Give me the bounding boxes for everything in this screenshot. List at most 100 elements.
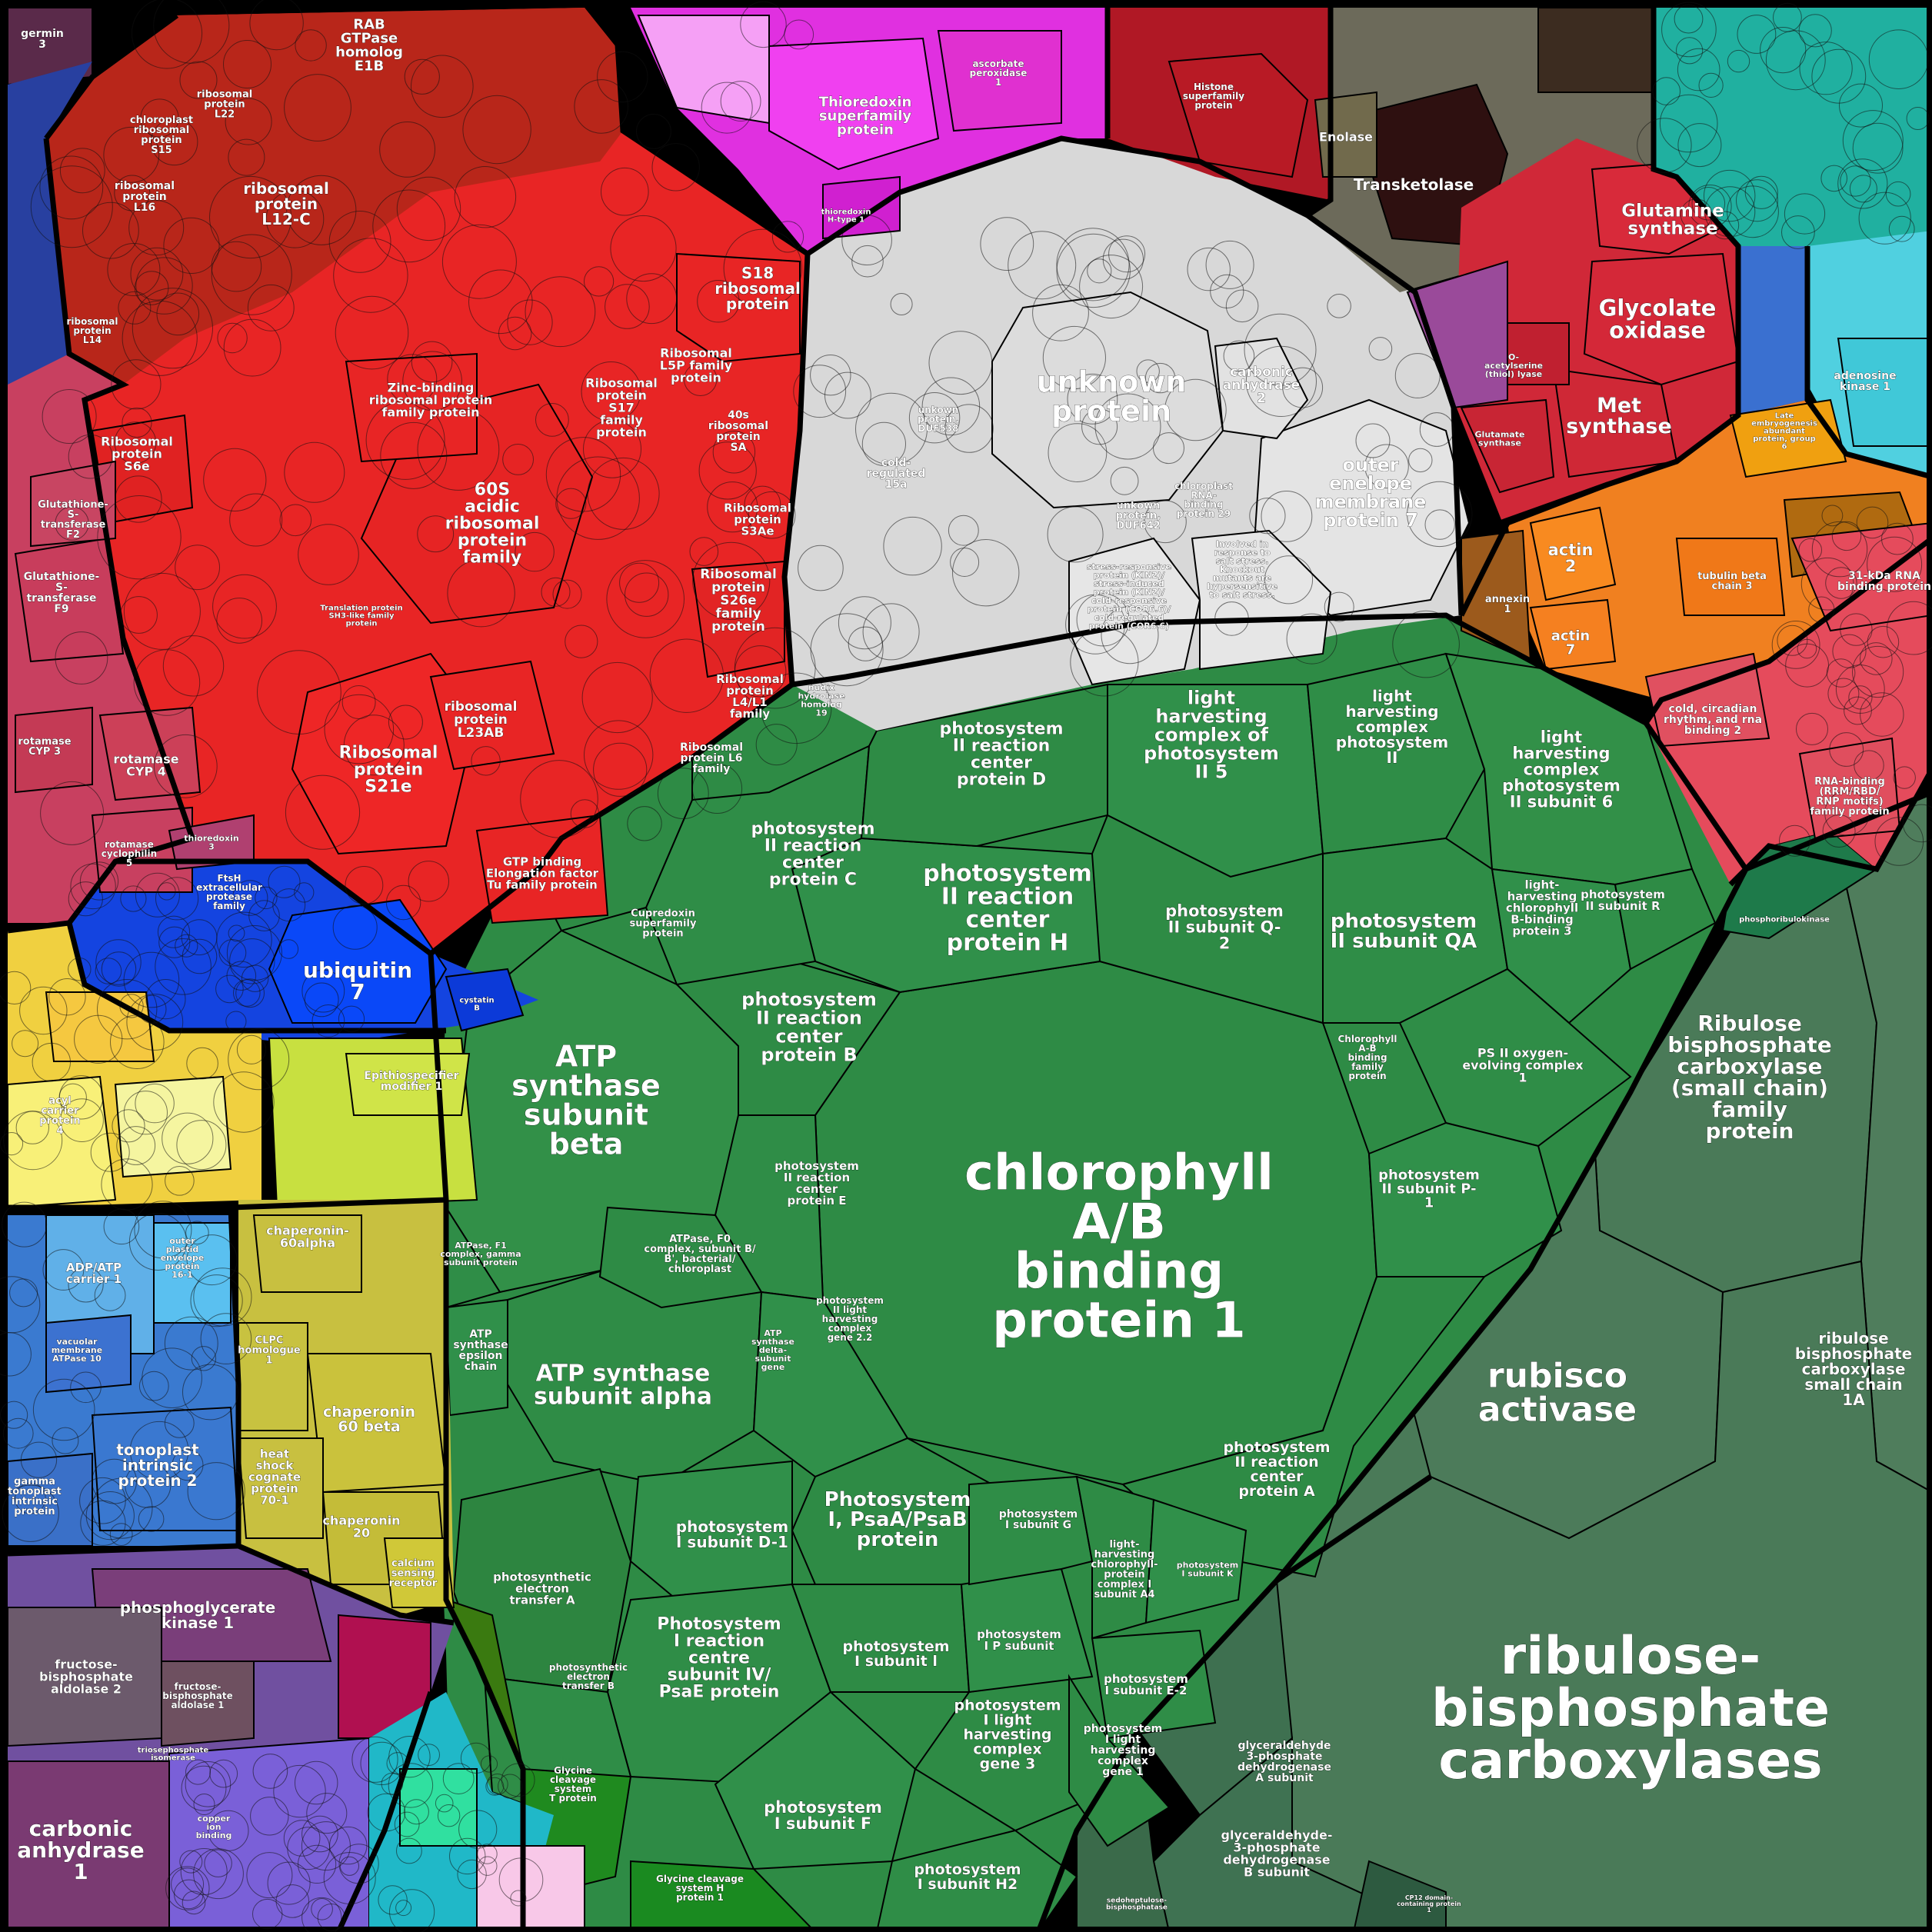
texture-cell [1094, 393, 1161, 460]
texture-cell [657, 768, 709, 819]
label-line: 3-phosphate [1246, 1750, 1322, 1763]
texture-cell [1771, 621, 1820, 669]
texture-cell [583, 419, 641, 478]
texture-cell [191, 1346, 217, 1371]
cell-brown-dark [1537, 7, 1654, 93]
texture-cell [385, 884, 421, 921]
label-line: intrinsic [12, 1496, 58, 1507]
cell-psa-g [968, 1475, 1094, 1586]
texture-cell [1854, 750, 1884, 781]
label-translation: Translation protein SH3-like family protei… [320, 605, 402, 628]
label-line: plastid [166, 1244, 199, 1254]
label-line: CLPC [255, 1335, 284, 1347]
label-line: II reaction [1234, 1454, 1318, 1471]
texture-cell [388, 705, 423, 740]
texture-cell [394, 1811, 420, 1837]
texture-cell [1784, 193, 1826, 235]
texture-cell [1327, 294, 1351, 318]
texture-cell [1839, 83, 1883, 128]
texture-cell [1364, 444, 1409, 489]
label-line: protein [165, 1261, 199, 1271]
texture-cell [372, 189, 446, 263]
label-line: protein [1104, 1569, 1144, 1581]
label-line: ATP [555, 1039, 617, 1073]
label-line: chlorophyll- [1091, 1559, 1158, 1571]
label-line: subunit protein [444, 1257, 518, 1267]
label-line: II subunit Q- [1168, 918, 1281, 936]
texture-cell [128, 200, 185, 256]
label-line: synthase [453, 1339, 508, 1351]
label-line: tonoplast [116, 1441, 199, 1459]
label-line: gamma [14, 1476, 55, 1487]
label-line: H-type 1 [828, 216, 864, 225]
texture-cell [156, 292, 200, 336]
cell-cystatin [445, 968, 525, 1032]
label-line: CYP 3 [28, 746, 61, 758]
label-line: ADP/ATP [66, 1261, 122, 1274]
cell-gst-f2 [30, 460, 116, 548]
texture-cell [217, 322, 248, 354]
label-line: hydrolase [798, 691, 844, 701]
label-acyl: acyl carrier protein 4 [39, 1095, 80, 1137]
label-line: protein [857, 1528, 939, 1551]
texture-cell [574, 79, 629, 134]
texture-cell [164, 1408, 195, 1438]
label-line: protein [458, 531, 527, 551]
texture-cell [82, 202, 139, 259]
label-line: L4/L1 [732, 695, 767, 709]
label-s15: chloroplast ribosomal protein S15 [130, 115, 193, 156]
label-line: SH3-like family [328, 612, 395, 621]
label-line: I subunit H2 [918, 1876, 1018, 1893]
texture-cell [180, 1848, 228, 1895]
label-thioredoxin3: thioredoxin 3 [184, 833, 238, 851]
label-rubisco-small-family: Ribulose bisphosphate carboxylase (small ch… [1667, 1011, 1831, 1144]
texture-cell [125, 1461, 172, 1508]
label-line: harvesting [1507, 889, 1577, 903]
label-line: I subunit E-2 [1105, 1684, 1188, 1697]
texture-cell [1008, 231, 1077, 300]
label-line: photosystem [1084, 1723, 1162, 1735]
texture-cell [142, 1347, 202, 1408]
cell-psa-h2 [875, 1829, 1078, 1932]
texture-cell [283, 1820, 321, 1857]
label-line: II 5 [1195, 761, 1228, 782]
texture-cell [332, 904, 378, 950]
label-line: S6e [124, 459, 150, 474]
label-line: protein [255, 195, 318, 213]
label-line: L22 [215, 109, 235, 121]
label-line: II reaction [941, 884, 1074, 911]
texture-cell [468, 269, 533, 335]
texture-cell [164, 1316, 218, 1371]
label-line: regulated [867, 468, 926, 480]
texture-cell [1355, 423, 1391, 458]
texture-cell [396, 176, 461, 242]
texture-cell [698, 441, 757, 500]
texture-cell [2, 1484, 59, 1542]
texture-cell [120, 885, 147, 912]
label-line: L12-C [261, 210, 311, 228]
texture-cell [286, 175, 357, 245]
texture-cell [134, 1201, 192, 1259]
label-line: Involved in [1216, 539, 1268, 549]
label-line: dehydrogenase [1223, 1853, 1330, 1867]
label-line: (small chain) [1671, 1075, 1828, 1101]
label-ascorbate: ascorbate peroxidase 1 [970, 58, 1028, 88]
texture-cell [116, 1126, 156, 1165]
texture-cell [179, 61, 218, 99]
texture-cell [171, 1867, 205, 1901]
texture-cell [389, 1889, 435, 1932]
label-line: protease [206, 891, 252, 902]
label-line: family protein [1810, 806, 1889, 818]
texture-cell [158, 926, 191, 958]
label-outer-env: outer plastid envelope protein 16-1 [161, 1236, 205, 1280]
label-line: (thiol) lyase [1485, 369, 1542, 379]
label-line: harvesting [1091, 1744, 1156, 1757]
label-line: PS II oxygen- [1477, 1046, 1568, 1061]
label-line: II reaction [784, 1171, 850, 1184]
label-line: ribosomal protein [369, 393, 493, 408]
label-line: thioredoxin [821, 208, 871, 217]
texture-cell [1079, 255, 1144, 319]
label-line: 2 [1219, 934, 1231, 952]
texture-cell [437, 1804, 461, 1827]
cell-hsc70 [237, 1437, 324, 1539]
